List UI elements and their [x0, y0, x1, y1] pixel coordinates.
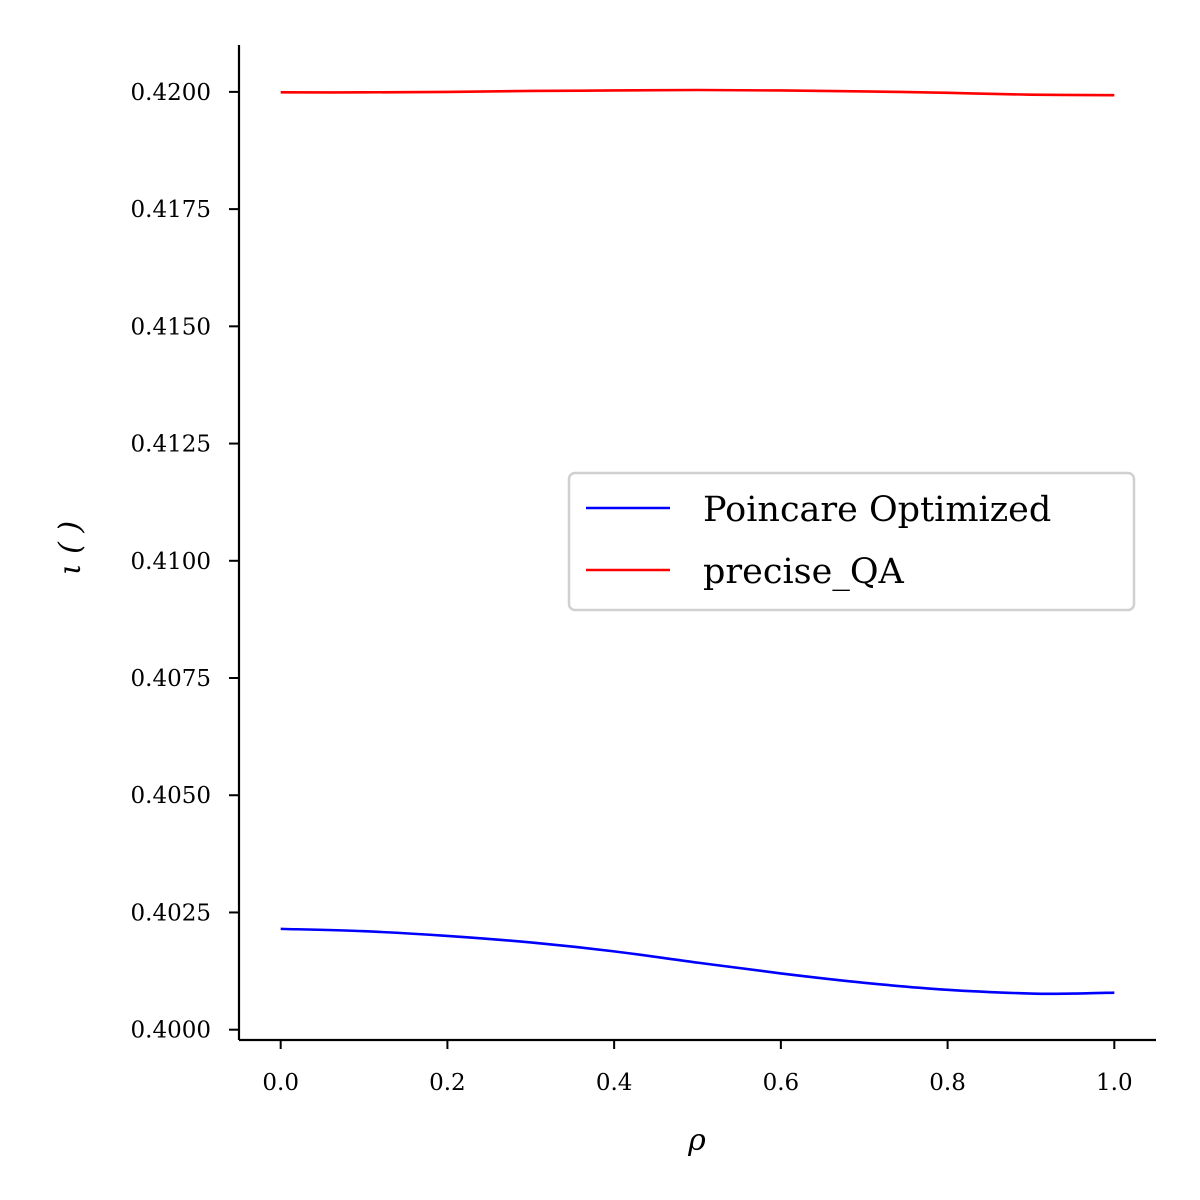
y-tick-label: 0.4200	[131, 80, 211, 106]
x-tick-label: 1.0	[1096, 1070, 1133, 1096]
y-tick-label: 0.4050	[131, 783, 211, 809]
x-tick-label: 0.8	[929, 1070, 966, 1096]
ticks-layer: 0.0 0.2 0.4 0.6 0.8 1.0 0.4000 0.4025 0.4050 0.40…	[131, 80, 1133, 1096]
y-tick-label: 0.4100	[131, 549, 211, 575]
legend: Poincare Optimized precise_QA	[567, 471, 1136, 612]
y-tick-label: 0.4075	[131, 666, 211, 692]
series-line-precise-qa	[280, 88, 1115, 97]
y-axis-label: ι ( )	[53, 521, 88, 575]
y-tick-label: 0.4000	[131, 1018, 211, 1044]
y-tick-label: 0.4025	[131, 900, 211, 926]
x-tick-label: 0.2	[429, 1070, 466, 1096]
legend-label-poincare-optimized: Poincare Optimized	[703, 490, 1051, 530]
x-tick-label: 0.0	[262, 1070, 299, 1096]
x-tick-label: 0.4	[596, 1070, 633, 1096]
y-tick-label: 0.4125	[131, 432, 211, 458]
series-layer	[280, 88, 1115, 996]
legend-box	[567, 471, 1136, 612]
legend-label-precise-qa: precise_QA	[703, 552, 905, 592]
y-tick-label: 0.4175	[131, 197, 211, 223]
x-axis-label: ρ	[687, 1123, 706, 1158]
y-tick-label: 0.4150	[131, 314, 211, 340]
x-tick-label: 0.6	[763, 1070, 800, 1096]
series-line-poincare-optimized	[280, 927, 1115, 996]
